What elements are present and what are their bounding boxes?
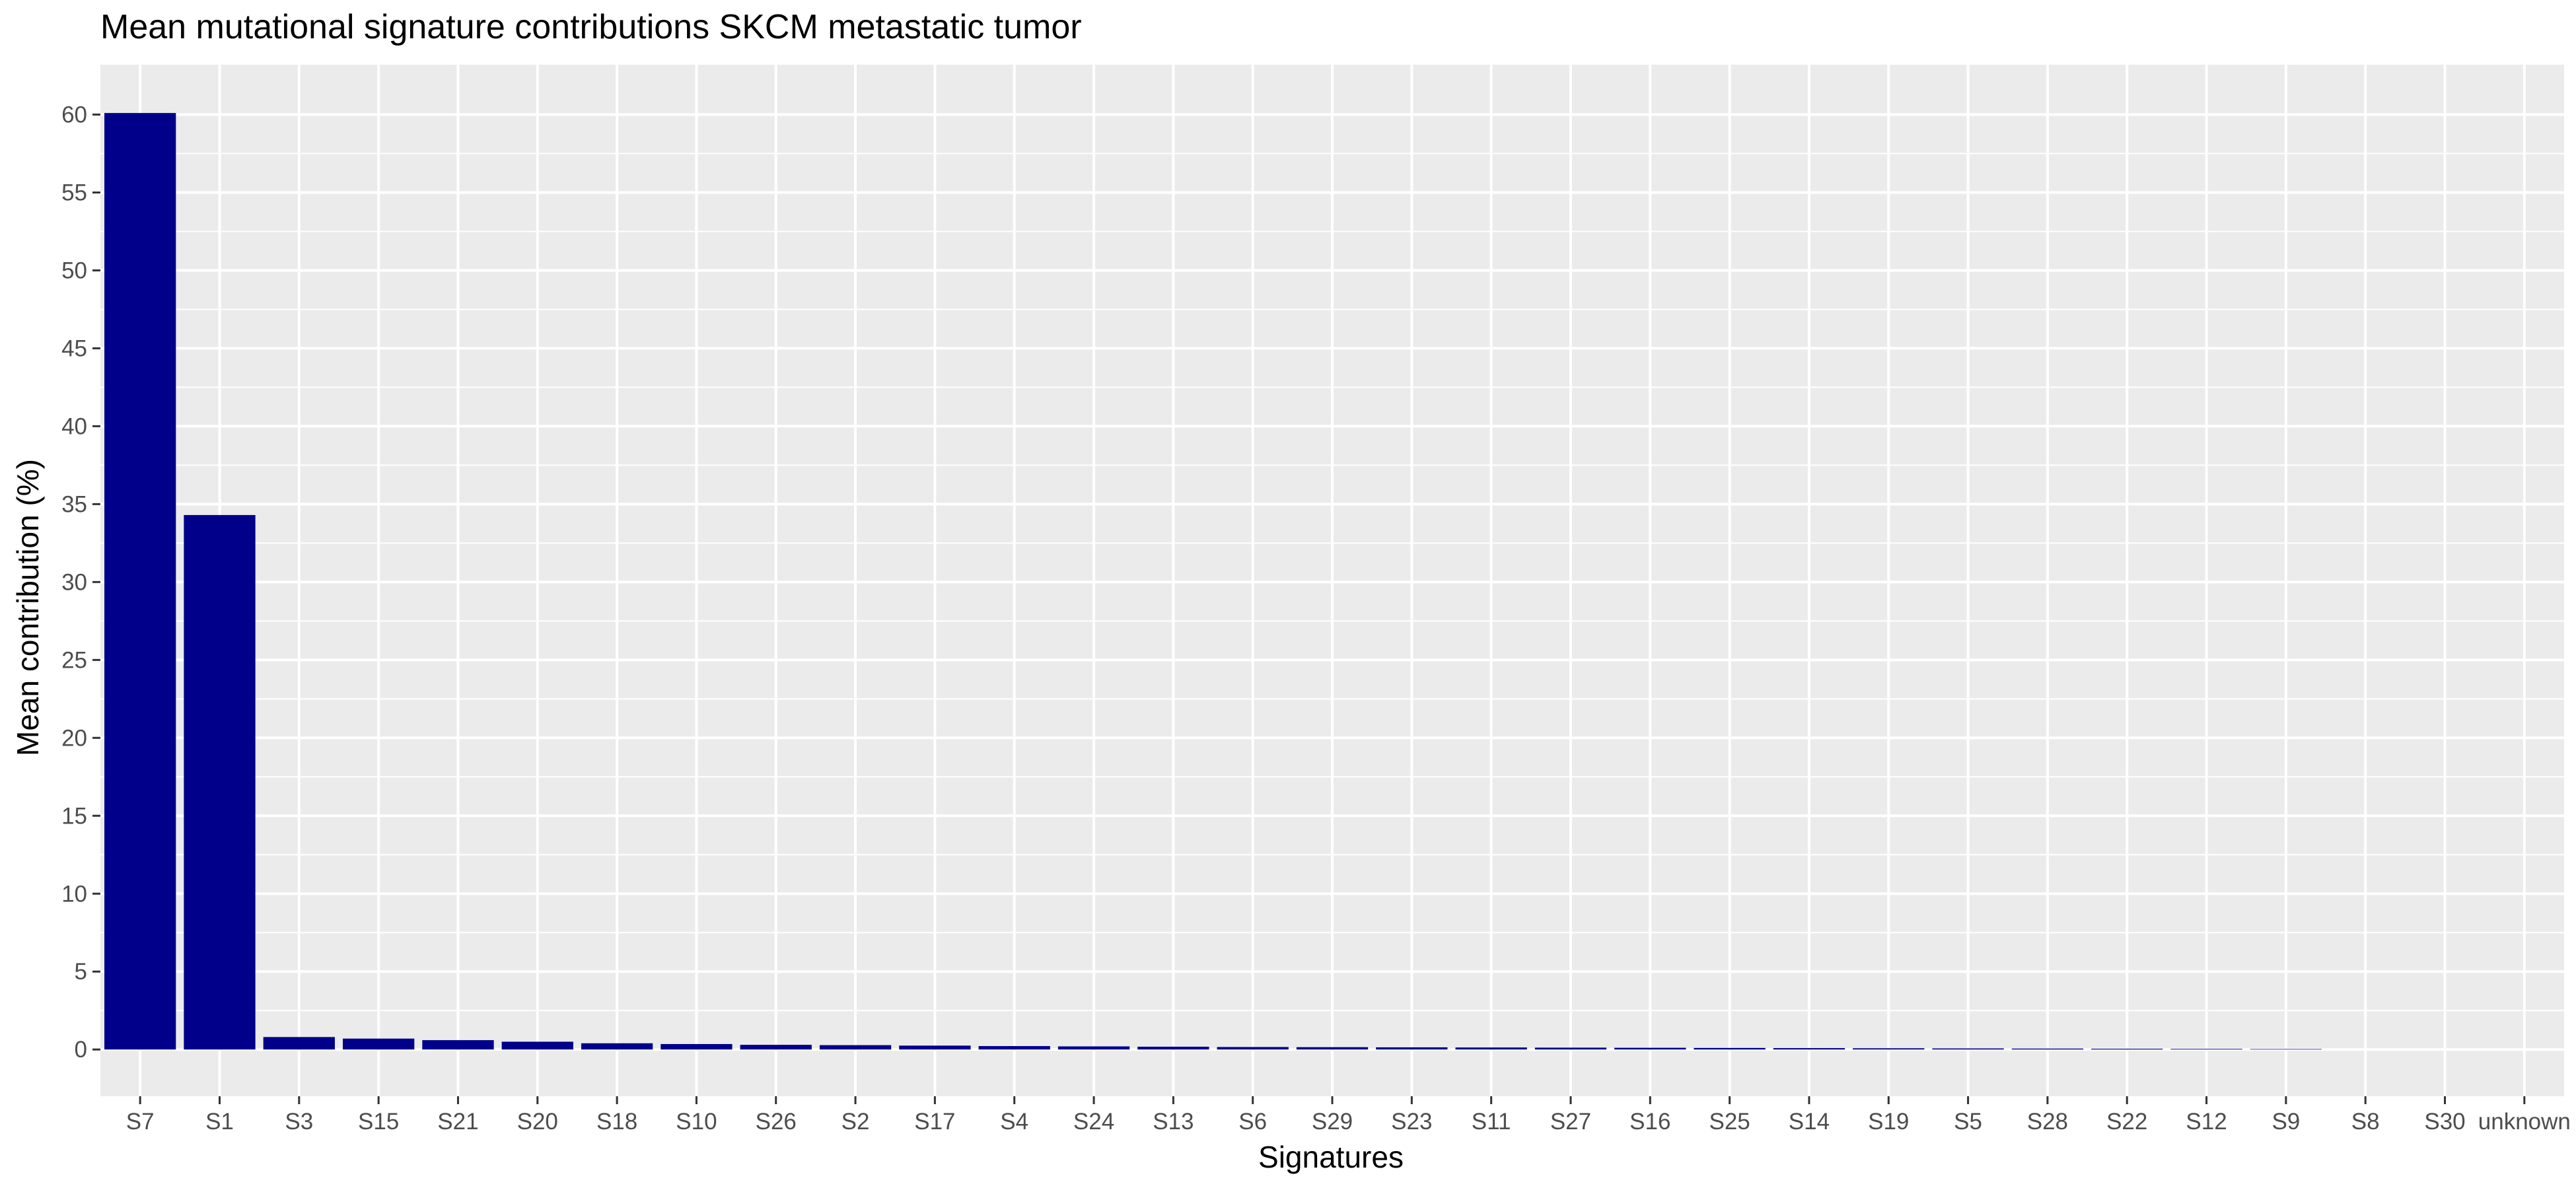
x-tick-label: S19: [1868, 1109, 1909, 1135]
bar-S14: [1773, 1048, 1845, 1050]
bar-S25: [1694, 1047, 1766, 1050]
y-tick-label: 35: [61, 491, 87, 517]
x-axis-title: Signatures: [1258, 1140, 1404, 1174]
bar-S16: [1614, 1047, 1686, 1050]
bar-S2: [819, 1045, 892, 1050]
bar-S20: [501, 1041, 573, 1050]
x-tick-label: S25: [1709, 1109, 1750, 1135]
bar-S6: [1217, 1047, 1289, 1050]
x-tick-label: S8: [2351, 1109, 2380, 1135]
bar-S13: [1137, 1046, 1209, 1050]
bar-S21: [422, 1040, 494, 1050]
y-tick-label: 50: [61, 258, 87, 283]
y-tick-label: 30: [61, 569, 87, 595]
x-tick-label: S4: [1000, 1109, 1028, 1135]
x-tick-label: S17: [914, 1109, 955, 1135]
x-tick-label: S12: [2186, 1109, 2227, 1135]
x-tick-label: S24: [1073, 1109, 1114, 1135]
x-tick-label: S29: [1312, 1109, 1353, 1135]
bar-S9: [2250, 1049, 2322, 1050]
bar-S5: [1932, 1048, 2004, 1050]
x-tick-label: S20: [517, 1109, 558, 1135]
x-tick-label: S26: [756, 1109, 797, 1135]
x-tick-label: S22: [2106, 1109, 2147, 1135]
x-tick-label: S1: [205, 1109, 234, 1135]
bar-S27: [1534, 1047, 1607, 1050]
bar-S3: [263, 1037, 335, 1050]
x-tick-label: S28: [2027, 1109, 2068, 1135]
bar-S23: [1376, 1047, 1448, 1050]
y-tick-label: 60: [61, 102, 87, 128]
bar-S10: [661, 1043, 733, 1050]
y-tick-label: 55: [61, 180, 87, 205]
x-tick-label: S30: [2424, 1109, 2465, 1135]
y-tick-label: 5: [75, 959, 87, 985]
grid-layer: [100, 65, 2564, 1096]
x-tick-label: S27: [1550, 1109, 1591, 1135]
y-tick-label: 10: [61, 881, 87, 907]
x-tick-label: S6: [1238, 1109, 1267, 1135]
bar-S1: [184, 514, 256, 1050]
x-tick-label: S11: [1472, 1109, 1511, 1135]
y-tick-label: 25: [61, 647, 87, 673]
bar-layer: [104, 113, 2322, 1050]
x-tick-label: unknown: [2478, 1109, 2571, 1135]
bar-S7: [104, 113, 176, 1050]
x-tick-label: S18: [596, 1109, 637, 1135]
x-tick-label: S7: [126, 1109, 155, 1135]
x-tick-label: S2: [841, 1109, 870, 1135]
x-axis: S7 S1 S3 S15 S21 S20 S18 S10 S26 S2 S17 S4 S24 S13 S6 S…: [126, 1096, 2571, 1135]
x-tick-label: S23: [1391, 1109, 1432, 1135]
x-tick-label: S10: [676, 1109, 717, 1135]
y-tick-label: 15: [61, 803, 87, 829]
x-tick-label: S21: [437, 1109, 478, 1135]
bar-S4: [978, 1046, 1050, 1050]
y-tick-label: 40: [61, 413, 87, 439]
chart-title: Mean mutational signature contributions …: [100, 8, 1082, 46]
x-tick-label: S15: [358, 1109, 399, 1135]
y-tick-label: 0: [75, 1037, 87, 1063]
bar-S24: [1057, 1046, 1130, 1050]
x-tick-label: S9: [2272, 1109, 2300, 1135]
y-tick-label: 20: [61, 725, 87, 751]
bar-S11: [1455, 1047, 1527, 1050]
bar-S26: [740, 1045, 812, 1050]
y-axis-title: Mean contribution (%): [11, 459, 45, 756]
bar-S15: [342, 1038, 415, 1050]
x-tick-label: S3: [285, 1109, 313, 1135]
bar-S18: [581, 1043, 653, 1050]
bar-S29: [1296, 1047, 1369, 1050]
y-tick-label: 45: [61, 335, 87, 361]
x-tick-label: S13: [1153, 1109, 1194, 1135]
bar-S17: [899, 1045, 971, 1050]
x-tick-label: S14: [1789, 1109, 1830, 1135]
bar-S19: [1853, 1048, 1925, 1050]
y-axis: 0 5 10 15 20 25 30 35 40 45 50 55 60: [61, 102, 100, 1063]
x-tick-label: S5: [1954, 1109, 1982, 1135]
x-tick-label: S16: [1629, 1109, 1670, 1135]
